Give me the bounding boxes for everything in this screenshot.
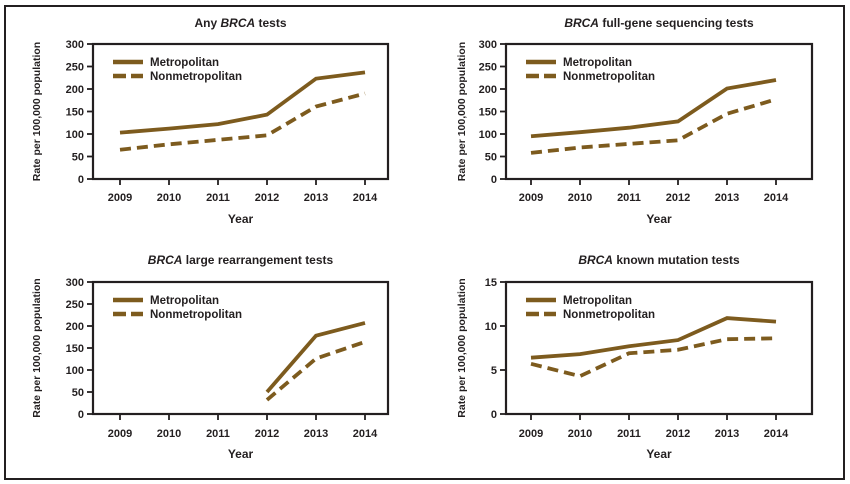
- metropolitan-line: [530, 316, 777, 360]
- y-tick-label: 100: [479, 129, 497, 141]
- legend-metropolitan-label: Metropolitan: [563, 295, 632, 307]
- y-tick-label: 100: [66, 129, 84, 141]
- x-tick-label: 2009: [519, 428, 543, 440]
- x-axis-label: Year: [228, 447, 254, 461]
- nonmetropolitan-line: [265, 340, 366, 402]
- x-tick-label: 2010: [568, 192, 592, 204]
- x-tick-label: 2011: [617, 428, 641, 440]
- panel-brca-full-gene-sequencing-tests: BRCA full-gene sequencing tests 0 50 100 150…: [425, 0, 850, 242]
- chart-title: BRCA full-gene sequencing tests: [564, 16, 754, 30]
- nonmetropolitan-line: [530, 336, 777, 379]
- legend-nonmetropolitan-label: Nonmetropolitan: [150, 309, 242, 321]
- y-tick-label: 5: [491, 365, 497, 377]
- y-tick-label: 250: [66, 62, 84, 74]
- chart-brca-known-mutation-tests: BRCA known mutation tests 0 5 10 15 2009 2010 2…: [456, 253, 814, 461]
- legend-metropolitan-label: Metropolitan: [150, 57, 219, 69]
- panel-brca-known-mutation-tests: BRCA known mutation tests 0 5 10 15 2009 2010 2…: [425, 242, 850, 484]
- chart-any-brca-tests: Any BRCA tests 0 50 100 150 200 250 300 2009 2010…: [31, 16, 390, 226]
- legend-metropolitan-label: Metropolitan: [563, 57, 632, 69]
- chart-title: Any BRCA tests: [194, 16, 286, 30]
- x-tick-label: 2013: [304, 192, 328, 204]
- panel-brca-large-rearrangement-tests: BRCA large rearrangement tests 0 50 100 150 2…: [0, 242, 425, 484]
- x-tick-label: 2011: [206, 428, 230, 440]
- x-tick-label: 2013: [715, 192, 739, 204]
- chart-title: BRCA known mutation tests: [578, 253, 740, 267]
- y-tick-label: 0: [78, 174, 84, 186]
- y-tick-label: 300: [66, 39, 84, 51]
- nonmetropolitan-line: [119, 91, 366, 152]
- y-tick-label: 150: [479, 107, 497, 119]
- y-tick-label: 150: [66, 343, 84, 355]
- y-tick-label: 15: [485, 277, 497, 289]
- x-axis-label: Year: [646, 447, 672, 461]
- metropolitan-line: [265, 321, 366, 394]
- x-tick-label: 2012: [255, 428, 279, 440]
- legend-nonmetropolitan-label: Nonmetropolitan: [150, 71, 242, 83]
- x-tick-label: 2014: [764, 192, 789, 204]
- x-tick-label: 2010: [568, 428, 592, 440]
- y-tick-label: 10: [485, 321, 497, 333]
- x-tick-label: 2009: [108, 192, 132, 204]
- nonmetropolitan-line: [530, 97, 777, 155]
- metropolitan-line: [530, 78, 777, 139]
- legend-nonmetropolitan-label: Nonmetropolitan: [563, 309, 655, 321]
- chart-brca-full-gene-sequencing-tests: BRCA full-gene sequencing tests 0 50 100 150…: [456, 16, 814, 226]
- x-tick-label: 2013: [304, 428, 328, 440]
- axis-frame: [504, 280, 814, 416]
- x-tick-label: 2012: [255, 192, 279, 204]
- y-axis-label: Rate per 100,000 population: [31, 278, 43, 417]
- x-axis-label: Year: [646, 212, 672, 226]
- legend-metropolitan-label: Metropolitan: [150, 295, 219, 307]
- x-axis-label: Year: [228, 212, 254, 226]
- legend-nonmetropolitan-label: Nonmetropolitan: [563, 71, 655, 83]
- y-tick-label: 300: [66, 277, 84, 289]
- y-tick-label: 250: [66, 299, 84, 311]
- x-tick-label: 2011: [206, 192, 230, 204]
- y-tick-label: 0: [78, 409, 84, 421]
- y-tick-label: 100: [66, 365, 84, 377]
- chart-brca-large-rearrangement-tests: BRCA large rearrangement tests 0 50 100 150 2…: [31, 253, 390, 461]
- y-axis-label: Rate per 100,000 population: [31, 42, 43, 181]
- y-tick-label: 0: [491, 409, 497, 421]
- y-tick-label: 300: [479, 39, 497, 51]
- x-tick-label: 2011: [617, 192, 641, 204]
- x-tick-label: 2014: [353, 428, 378, 440]
- y-axis-label: Rate per 100,000 population: [456, 278, 468, 417]
- y-tick-label: 0: [491, 174, 497, 186]
- y-tick-label: 50: [485, 152, 497, 164]
- x-tick-label: 2013: [715, 428, 739, 440]
- y-tick-label: 200: [66, 84, 84, 96]
- x-tick-label: 2012: [666, 192, 690, 204]
- metropolitan-line: [119, 70, 366, 135]
- y-tick-label: 50: [72, 152, 84, 164]
- x-tick-label: 2009: [519, 192, 543, 204]
- y-axis-label: Rate per 100,000 population: [456, 42, 468, 181]
- x-tick-label: 2009: [108, 428, 132, 440]
- y-tick-label: 200: [66, 321, 84, 333]
- x-tick-label: 2010: [157, 192, 181, 204]
- y-tick-label: 200: [479, 84, 497, 96]
- x-tick-label: 2014: [353, 192, 378, 204]
- panel-any-brca-tests: Any BRCA tests 0 50 100 150 200 250 300 2009 2010…: [0, 0, 425, 242]
- x-tick-label: 2012: [666, 428, 690, 440]
- x-tick-label: 2014: [764, 428, 789, 440]
- chart-title: BRCA large rearrangement tests: [148, 253, 334, 267]
- y-tick-label: 150: [66, 107, 84, 119]
- y-tick-label: 250: [479, 62, 497, 74]
- x-tick-label: 2010: [157, 428, 181, 440]
- y-tick-label: 50: [72, 387, 84, 399]
